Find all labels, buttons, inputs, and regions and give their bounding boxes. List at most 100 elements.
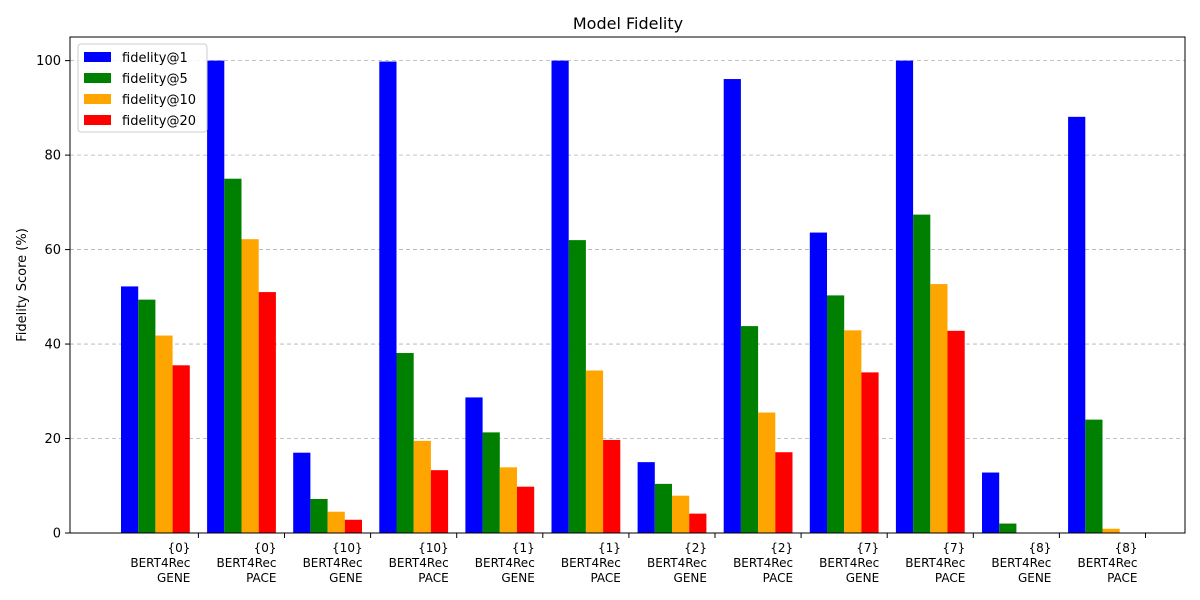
bar-fidelity-at-5-1 xyxy=(224,178,242,533)
x-tick-label-2-2: GENE xyxy=(329,571,362,585)
bar-fidelity-at-1-0 xyxy=(121,286,139,533)
axes: 020406080100{0}BERT4RecGENE{0}BERT4RecPA… xyxy=(36,36,1186,585)
x-tick-label-2-1: BERT4Rec xyxy=(303,556,363,570)
bar-fidelity-at-1-10 xyxy=(982,472,1000,533)
bar-fidelity-at-5-2 xyxy=(310,498,328,533)
legend-swatch-3 xyxy=(84,115,111,125)
bar-fidelity-at-10-0 xyxy=(155,335,173,533)
bar-fidelity-at-1-8 xyxy=(809,232,827,533)
x-tick-label-3-0: {10} xyxy=(418,541,449,555)
bar-fidelity-at-1-4 xyxy=(465,397,483,533)
bar-fidelity-at-20-1 xyxy=(258,292,276,533)
x-tick-label-11-2: PACE xyxy=(1107,571,1137,585)
bar-fidelity-at-10-3 xyxy=(413,440,431,533)
bar-fidelity-at-20-7 xyxy=(775,452,793,533)
bar-fidelity-at-20-5 xyxy=(603,439,621,533)
legend: fidelity@1 fidelity@5 fidelity@10 fidelity@… xyxy=(77,43,208,133)
x-tick-label-8-0: {7} xyxy=(856,541,879,555)
bar-fidelity-at-20-2 xyxy=(344,519,362,533)
legend-label-1: fidelity@5 xyxy=(122,72,188,87)
bar-fidelity-at-1-3 xyxy=(379,61,397,533)
bar-fidelity-at-20-3 xyxy=(430,470,449,533)
x-tick-label-7-0: {2} xyxy=(770,541,793,555)
x-tick-label-5-1: BERT4Rec xyxy=(561,556,621,570)
plot-frame xyxy=(69,36,1186,534)
x-tick-label-0-0: {0} xyxy=(167,541,190,555)
bar-fidelity-at-1-11 xyxy=(1068,116,1086,533)
legend-swatch-2 xyxy=(84,94,111,104)
legend-label-2: fidelity@10 xyxy=(122,93,196,108)
bar-fidelity-at-1-7 xyxy=(723,79,741,534)
legend-box xyxy=(77,43,208,133)
bar-fidelity-at-5-5 xyxy=(568,240,586,533)
bar-fidelity-at-10-1 xyxy=(241,239,259,533)
bar-fidelity-at-1-2 xyxy=(293,452,311,533)
bar-fidelity-at-10-9 xyxy=(930,284,948,533)
legend-label-3: fidelity@20 xyxy=(122,114,196,129)
x-tick-label-1-0: {0} xyxy=(254,541,277,555)
y-tick-label-5: 100 xyxy=(36,54,61,69)
bar-fidelity-at-1-9 xyxy=(895,60,914,533)
bar-fidelity-at-5-3 xyxy=(396,353,414,533)
x-tick-label-6-1: BERT4Rec xyxy=(647,556,707,570)
x-tick-label-10-2: GENE xyxy=(1018,571,1051,585)
bar-fidelity-at-10-7 xyxy=(758,412,776,533)
x-tick-label-5-2: PACE xyxy=(590,571,620,585)
x-tick-label-9-2: PACE xyxy=(935,571,965,585)
bar-fidelity-at-10-4 xyxy=(499,467,517,533)
x-tick-label-5-0: {1} xyxy=(598,541,621,555)
bar-fidelity-at-5-10 xyxy=(999,523,1017,533)
y-tick-label-2: 40 xyxy=(44,338,61,353)
bar-fidelity-at-10-8 xyxy=(844,330,862,533)
bar-fidelity-at-10-5 xyxy=(585,370,604,533)
x-tick-label-4-0: {1} xyxy=(512,541,535,555)
bar-fidelity-at-1-6 xyxy=(637,462,655,533)
bar-fidelity-at-5-4 xyxy=(482,432,500,533)
bar-fidelity-at-10-2 xyxy=(327,511,345,533)
x-tick-label-7-2: PACE xyxy=(763,571,793,585)
x-tick-label-8-2: GENE xyxy=(846,571,879,585)
x-tick-label-10-0: {8} xyxy=(1028,541,1051,555)
x-tick-label-0-1: BERT4Rec xyxy=(130,556,190,570)
bar-fidelity-at-5-7 xyxy=(740,326,759,533)
x-tick-label-6-0: {2} xyxy=(684,541,707,555)
bar-fidelity-at-20-6 xyxy=(689,513,707,533)
y-tick-label-4: 80 xyxy=(44,149,61,164)
x-tick-label-1-1: BERT4Rec xyxy=(216,556,276,570)
x-tick-label-3-2: PACE xyxy=(418,571,448,585)
y-tick-label-3: 60 xyxy=(44,243,61,258)
bar-fidelity-at-5-9 xyxy=(913,214,931,533)
x-tick-label-2-0: {10} xyxy=(332,541,363,555)
bar-fidelity-at-5-11 xyxy=(1085,419,1103,533)
bar-fidelity-at-20-8 xyxy=(861,372,879,533)
x-tick-label-9-1: BERT4Rec xyxy=(905,556,965,570)
bar-fidelity-at-20-0 xyxy=(172,365,190,533)
x-tick-label-6-2: GENE xyxy=(674,571,707,585)
x-tick-label-1-2: PACE xyxy=(246,571,276,585)
x-tick-label-10-1: BERT4Rec xyxy=(991,556,1051,570)
x-tick-label-9-0: {7} xyxy=(942,541,965,555)
bar-fidelity-at-5-6 xyxy=(654,483,672,533)
y-axis-label: Fidelity Score (%) xyxy=(15,228,30,342)
x-tick-label-7-1: BERT4Rec xyxy=(733,556,793,570)
legend-label-0: fidelity@1 xyxy=(122,51,188,66)
bar-fidelity-at-5-0 xyxy=(138,299,156,533)
x-tick-label-11-1: BERT4Rec xyxy=(1077,556,1137,570)
bar-fidelity-at-1-1 xyxy=(207,60,225,533)
bar-fidelity-at-20-4 xyxy=(517,486,535,533)
bars xyxy=(121,60,1120,534)
y-tick-label-1: 20 xyxy=(44,432,61,447)
x-tick-label-11-0: {8} xyxy=(1115,541,1138,555)
x-tick-label-4-2: GENE xyxy=(501,571,534,585)
x-tick-label-4-1: BERT4Rec xyxy=(475,556,535,570)
x-tick-label-8-1: BERT4Rec xyxy=(819,556,879,570)
bar-fidelity-at-10-6 xyxy=(672,495,690,533)
legend-swatch-1 xyxy=(84,73,111,83)
bar-fidelity-at-5-8 xyxy=(827,295,845,533)
bar-fidelity-at-10-11 xyxy=(1102,528,1120,533)
y-tick-label-0: 0 xyxy=(53,527,61,542)
bar-fidelity-at-20-9 xyxy=(947,330,965,533)
chart-title: Model Fidelity xyxy=(573,14,683,33)
bar-fidelity-at-1-5 xyxy=(551,60,569,533)
